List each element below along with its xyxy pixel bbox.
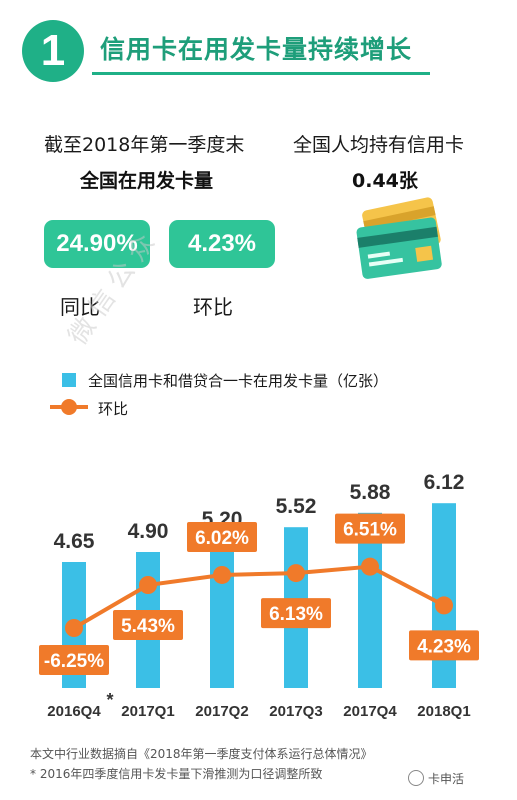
bar-label-2018Q1: 6.12	[424, 471, 465, 494]
footnote-note: * 2016年四季度信用卡发卡量下滑推测为口径调整所致	[30, 767, 323, 781]
qoq-point-2017Q2	[213, 565, 231, 584]
legend-bar-label: 全国信用卡和借贷合一卡在用发卡量（亿张）	[88, 372, 389, 390]
section-number-badge: 1	[22, 20, 84, 82]
footnote-source: 本文中行业数据摘自《2018年第一季度支付体系运行总体情况》	[30, 747, 373, 761]
qoq-label-box-2017Q2	[187, 521, 257, 552]
stat-per-capita-value: 0.44张	[352, 170, 418, 192]
stat-per-capita-label: 全国人均持有信用卡	[293, 134, 465, 156]
x-tick-2017Q2: 2017Q2	[195, 703, 248, 720]
qoq-point-2017Q4	[361, 557, 379, 576]
stat-date-label: 截至2018年第一季度末	[44, 134, 245, 156]
qoq-badge: 4.23%	[169, 220, 275, 268]
legend-line-label: 环比	[98, 400, 129, 418]
qoq-label-box-2017Q3	[261, 598, 331, 629]
qoq-point-2017Q1	[139, 576, 157, 594]
yoy-badge: 24.90%	[44, 220, 150, 268]
credit-card-icon	[356, 197, 442, 279]
x-tick-2017Q4: 2017Q4	[343, 703, 397, 720]
brand-icon	[408, 770, 424, 786]
bar-2017Q2	[210, 540, 234, 688]
x-tick-2016Q4: 2016Q4	[47, 703, 101, 720]
qoq-label-box-2018Q1	[409, 630, 479, 661]
qoq-line	[72, 564, 445, 630]
bar-label-2017Q4: 5.88	[350, 481, 391, 504]
qoq-point-2016Q4	[65, 619, 83, 637]
qoq-label-2017Q2: 6.02%	[195, 528, 249, 549]
x-tick-2017Q3: 2017Q3	[269, 703, 322, 720]
bar-label-2017Q1: 4.90	[128, 520, 169, 543]
qoq-label-2018Q1: 4.23%	[417, 636, 471, 657]
qoq-label-2017Q3: 6.13%	[269, 604, 323, 625]
yoy-label: 同比	[60, 295, 100, 319]
stat-issued-label: 全国在用发卡量	[80, 170, 214, 192]
bar-label-2016Q4: 4.65	[54, 530, 95, 553]
qoq-label-2016Q4: -6.25%	[44, 651, 104, 672]
brand-label: 卡申活	[428, 772, 465, 786]
qoq-label-2017Q4: 6.51%	[343, 520, 397, 541]
qoq-label-2017Q1: 5.43%	[121, 616, 175, 637]
x-tick-2017Q1: 2017Q1	[121, 703, 174, 720]
bar-label-2017Q3: 5.52	[276, 495, 317, 518]
qoq-point-2017Q3	[287, 564, 305, 583]
legend-line-swatch	[50, 399, 88, 415]
title-underline	[92, 72, 430, 75]
qoq-point-2018Q1	[435, 596, 453, 615]
qoq-label-box-2016Q4	[39, 645, 109, 675]
qoq-label: 环比	[193, 295, 233, 319]
qoq-label-box-2017Q4	[335, 513, 405, 544]
qoq-label-box-2017Q1	[113, 610, 183, 640]
page-title: 信用卡在用发卡量持续增长	[100, 35, 413, 64]
x-tick-mark-2016Q4: *	[106, 690, 113, 710]
legend-bar-swatch	[62, 373, 76, 387]
x-tick-2018Q1: 2018Q1	[417, 703, 470, 720]
